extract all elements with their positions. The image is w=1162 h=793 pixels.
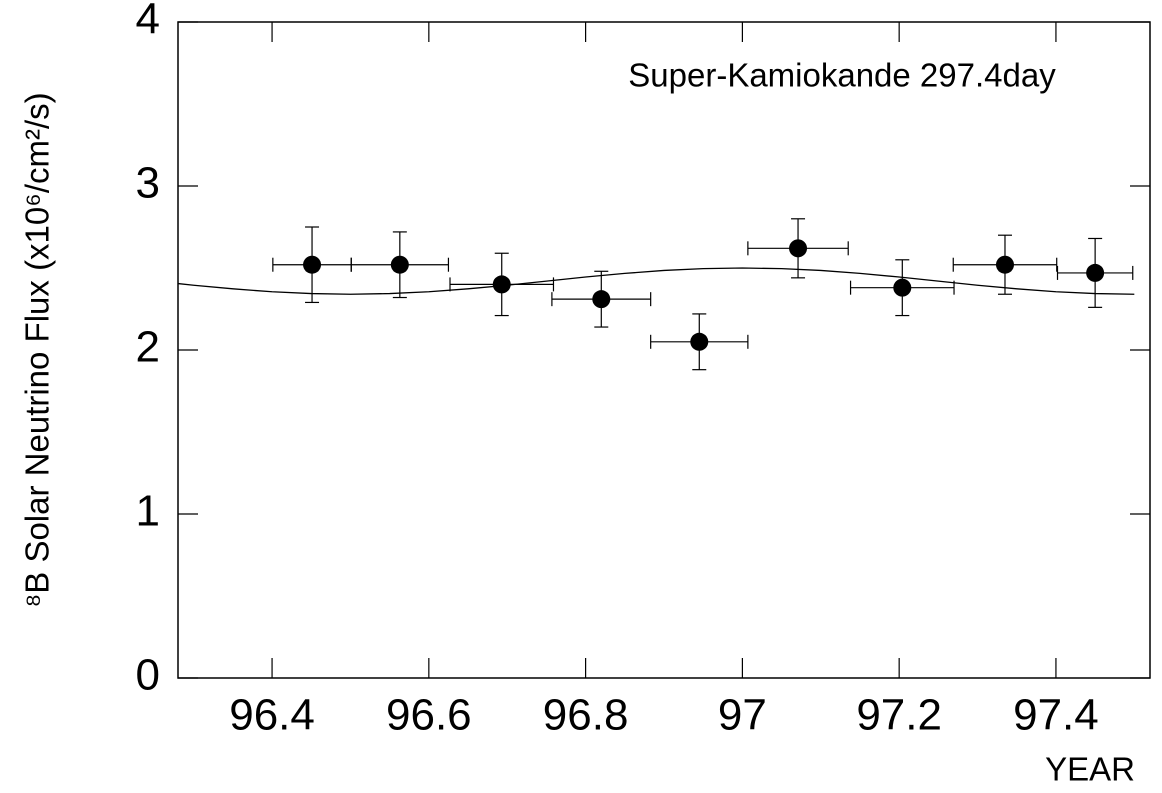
data-point bbox=[690, 332, 709, 351]
model-curve bbox=[177, 267, 1135, 295]
x-tick-label: 96.6 bbox=[386, 691, 472, 740]
annotation: Super-Kamiokande 297.4day bbox=[628, 57, 1056, 94]
data-point bbox=[592, 290, 611, 309]
x-axis-label: YEAR bbox=[1045, 751, 1135, 788]
data-point bbox=[1086, 263, 1105, 282]
data-point bbox=[303, 255, 322, 274]
y-tick-label: 0 bbox=[136, 651, 160, 700]
y-axis-label: ⁸B Solar Neutrino Flux (x10⁶/cm²/s) bbox=[19, 92, 56, 607]
x-tick-label: 97 bbox=[718, 691, 767, 740]
y-tick-label: 2 bbox=[136, 323, 160, 372]
x-tick-label: 97.2 bbox=[856, 691, 942, 740]
y-tick-label: 4 bbox=[136, 0, 160, 44]
y-tick-label: 1 bbox=[136, 487, 160, 536]
y-tick-label: 3 bbox=[136, 159, 160, 208]
data-point bbox=[492, 275, 511, 294]
plot-frame bbox=[177, 21, 1151, 679]
x-tick-label: 97.4 bbox=[1013, 691, 1099, 740]
x-tick-label: 96.8 bbox=[543, 691, 629, 740]
data-point bbox=[789, 239, 808, 258]
data-point bbox=[390, 255, 409, 274]
x-tick-label: 96.4 bbox=[229, 691, 315, 740]
data-point bbox=[995, 255, 1014, 274]
data-point bbox=[893, 278, 912, 297]
